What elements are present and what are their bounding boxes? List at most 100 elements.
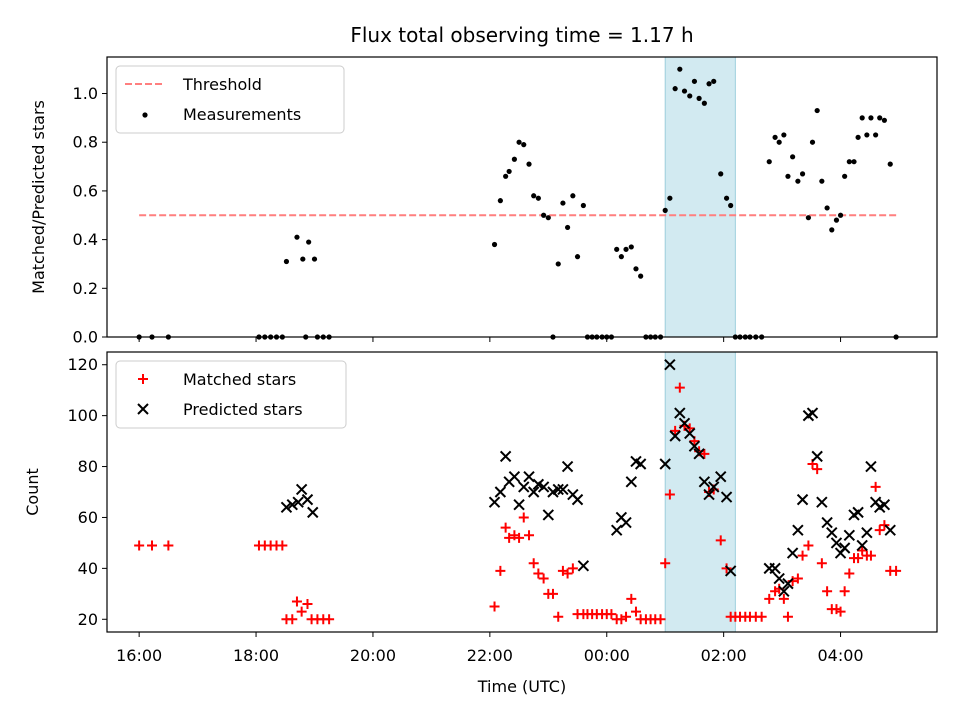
x-tick-label: 00:00	[584, 646, 630, 665]
legend-box	[115, 65, 345, 134]
series-matched-stars	[134, 382, 902, 625]
highlight-span	[664, 56, 736, 338]
data-point	[620, 516, 632, 529]
data-point	[881, 117, 887, 123]
data-point	[625, 476, 638, 488]
data-point	[659, 458, 671, 470]
data-point	[859, 115, 865, 121]
y-axis-label: Count	[23, 468, 42, 516]
data-point	[531, 193, 537, 199]
axes-frame	[106, 351, 938, 633]
data-point	[521, 142, 527, 148]
data-point	[688, 440, 701, 452]
data-point	[696, 95, 702, 101]
data-point	[580, 202, 586, 209]
data-point	[610, 524, 623, 536]
data-point	[287, 614, 298, 625]
data-point	[792, 524, 804, 536]
data-point	[844, 568, 855, 579]
data-point	[489, 601, 500, 612]
legend-label: Measurements	[183, 105, 301, 124]
data-point	[711, 78, 717, 84]
data-point	[553, 611, 564, 622]
data-point	[638, 273, 644, 279]
data-point	[552, 483, 564, 496]
x-tick-label: 20:00	[350, 646, 396, 665]
x-tick-label: 16:00	[116, 646, 162, 665]
data-point	[291, 596, 302, 607]
data-point	[778, 585, 790, 597]
data-point	[773, 572, 785, 585]
data-point	[797, 550, 808, 561]
data-point	[856, 539, 868, 552]
data-point	[561, 460, 574, 473]
data-point	[776, 139, 782, 145]
data-point	[874, 525, 885, 536]
data-point	[857, 545, 868, 556]
data-point	[837, 212, 844, 218]
data-point	[796, 493, 809, 506]
data-point	[821, 516, 833, 529]
data-point	[518, 512, 529, 523]
data-point	[562, 568, 573, 579]
data-point	[816, 558, 827, 569]
data-point	[811, 450, 823, 463]
legend-x-marker	[137, 403, 149, 415]
data-point	[660, 558, 671, 569]
data-point	[296, 606, 307, 617]
data-point	[681, 88, 688, 94]
data-point	[134, 540, 145, 551]
data-point	[557, 483, 569, 496]
data-point	[715, 535, 726, 546]
data-point	[853, 553, 864, 564]
data-point	[516, 139, 522, 145]
data-point	[855, 134, 861, 140]
data-point	[868, 115, 874, 121]
data-point	[655, 614, 666, 625]
data-point	[277, 540, 288, 551]
data-point	[687, 93, 693, 99]
legend: Threshold Measurements	[115, 65, 345, 134]
data-point	[708, 481, 720, 493]
data-point	[805, 215, 812, 221]
data-point	[795, 178, 801, 184]
y-tick-label: 60	[78, 508, 98, 527]
data-point	[667, 195, 673, 201]
data-point	[626, 593, 637, 604]
data-point	[833, 217, 840, 223]
y-tick-label: 100	[67, 406, 98, 425]
data-point	[806, 407, 819, 419]
data-point	[691, 78, 698, 84]
data-point	[764, 593, 775, 604]
data-point	[614, 246, 620, 252]
data-point	[822, 586, 833, 597]
data-point	[766, 159, 772, 165]
data-point	[628, 244, 634, 250]
data-point	[511, 156, 518, 162]
legend-label: Threshold	[182, 75, 262, 94]
data-point	[538, 573, 549, 584]
data-point	[500, 522, 511, 533]
data-point	[292, 496, 304, 508]
data-point	[846, 159, 852, 165]
data-point	[728, 202, 734, 209]
data-point	[497, 198, 503, 204]
data-point	[508, 471, 521, 483]
data-point	[792, 573, 803, 584]
data-point	[488, 496, 501, 508]
data-point	[677, 66, 683, 72]
data-point	[873, 132, 879, 138]
data-point	[672, 86, 678, 92]
data-point	[684, 423, 695, 434]
data-point	[782, 577, 794, 590]
figure-title: Flux total observing time = 1.17 h	[350, 23, 693, 47]
y-tick-label: 0.8	[73, 133, 98, 152]
data-point	[560, 200, 566, 206]
data-point	[618, 254, 624, 260]
y-tick-label: 40	[78, 559, 98, 578]
data-point	[877, 115, 883, 121]
data-point	[577, 560, 590, 572]
data-point	[723, 195, 730, 201]
data-point	[799, 171, 806, 177]
